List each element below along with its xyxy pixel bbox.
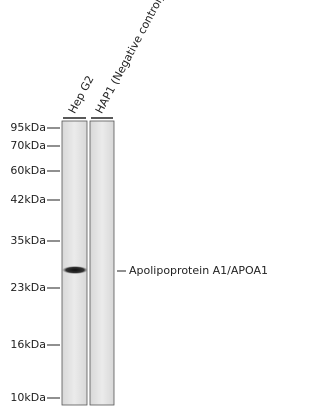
lane — [90, 121, 114, 405]
marker-label: 95kDa — [10, 121, 46, 134]
band — [62, 266, 88, 274]
marker-label: 10kDa — [10, 391, 46, 404]
lane-label: HAP1 (Negative control) — [93, 0, 167, 116]
lane — [62, 121, 87, 405]
band-label: Apolipoprotein A1/APOA1 — [129, 264, 268, 277]
marker-label: 23kDa — [10, 281, 46, 294]
marker-label: 35kDa — [10, 234, 46, 247]
marker-label: 60kDa — [10, 164, 46, 177]
marker-label: 16kDa — [10, 338, 46, 351]
western-blot: Apolipoprotein A1/APOA1 95kDa 70kDa 60kDa 4… — [0, 0, 289, 410]
marker-label: 42kDa — [10, 193, 46, 206]
marker-label: 70kDa — [10, 139, 46, 152]
